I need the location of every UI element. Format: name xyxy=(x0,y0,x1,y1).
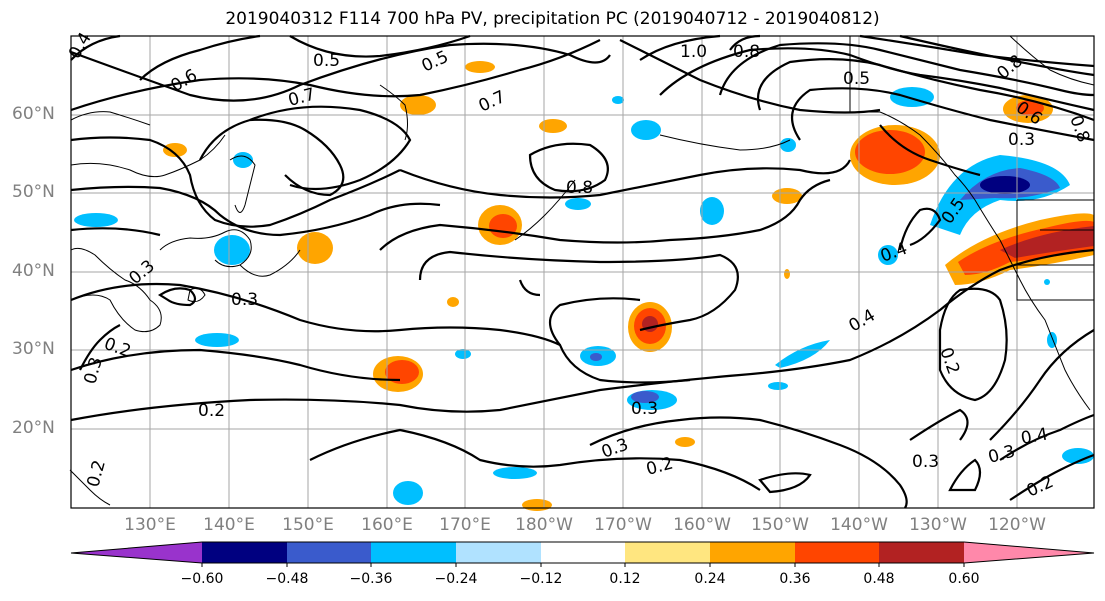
contour-label: 0.3 xyxy=(1008,130,1035,150)
lon-label: 160°W xyxy=(673,515,731,535)
lon-label: 160°E xyxy=(361,515,413,535)
graticule xyxy=(71,36,1094,508)
contour-label: 0.3 xyxy=(631,399,658,419)
contour-label: 0.8 xyxy=(733,42,760,62)
colorbar-bin xyxy=(371,542,456,563)
colorbar-bin xyxy=(625,542,710,563)
precip-shading xyxy=(74,61,1094,511)
colorbar-bin xyxy=(795,542,879,563)
contour-label: 1.0 xyxy=(680,42,707,62)
lon-label: 120°W xyxy=(988,515,1046,535)
pv-contours xyxy=(70,34,1095,509)
lon-label: 170°E xyxy=(439,515,491,535)
colorbar-tick-label: 0.24 xyxy=(694,571,726,587)
map-frame xyxy=(70,35,1095,509)
lat-label: 50°N xyxy=(12,182,55,202)
colorbar-bin xyxy=(879,542,964,563)
lon-label: 180°W xyxy=(515,515,573,535)
lon-label: 150°E xyxy=(282,515,334,535)
colorbar-tick-label: −0.36 xyxy=(349,571,393,587)
colorbar xyxy=(70,541,1095,567)
colorbar-tick-label: −0.48 xyxy=(265,571,309,587)
colorbar-tick-label: 0.36 xyxy=(779,571,811,587)
contour-label: 0.4 xyxy=(1019,425,1049,449)
map-title: 2019040312 F114 700 hPa PV, precipitatio… xyxy=(225,9,880,29)
colorbar-tick-label: −0.24 xyxy=(434,571,478,587)
contour-label: 0.3 xyxy=(231,290,258,310)
colorbar-tick-label: 0.48 xyxy=(863,571,895,587)
lon-label: 170°W xyxy=(594,515,652,535)
colorbar-bin xyxy=(710,542,795,563)
colorbar-tick-label: 0.60 xyxy=(948,571,980,587)
contour-label: 0.2 xyxy=(198,401,225,421)
contour-label: 0.5 xyxy=(313,51,340,71)
map-area: 0.4 0.5 0.5 1.0 0.8 0.5 0.8 0.8 0.6 0.7 … xyxy=(65,29,1095,511)
lon-label: 140°W xyxy=(830,515,888,535)
colorbar-max-arrow xyxy=(964,542,1094,563)
contour-label: 0.5 xyxy=(843,69,870,89)
colorbar-tick-label: −0.60 xyxy=(180,571,224,587)
lat-label: 40°N xyxy=(12,261,55,281)
colorbar-min-arrow xyxy=(71,542,202,563)
lon-label: 130°E xyxy=(124,515,176,535)
colorbar-tick-label: −0.12 xyxy=(519,571,563,587)
colorbar-bin xyxy=(202,542,287,563)
lon-label: 150°W xyxy=(751,515,809,535)
lat-label: 30°N xyxy=(12,339,55,359)
lon-label: 130°W xyxy=(909,515,967,535)
lat-label: 60°N xyxy=(12,104,55,124)
lat-label: 20°N xyxy=(12,418,55,438)
colorbar-bin xyxy=(541,542,625,563)
lon-label: 140°E xyxy=(203,515,255,535)
contour-label: 0.8 xyxy=(566,178,593,198)
colorbar-bin xyxy=(456,542,541,563)
coastlines xyxy=(69,35,1095,506)
contour-label: 0.3 xyxy=(912,452,939,472)
colorbar-bin xyxy=(287,542,371,563)
colorbar-tick-label: 0.12 xyxy=(609,571,641,587)
